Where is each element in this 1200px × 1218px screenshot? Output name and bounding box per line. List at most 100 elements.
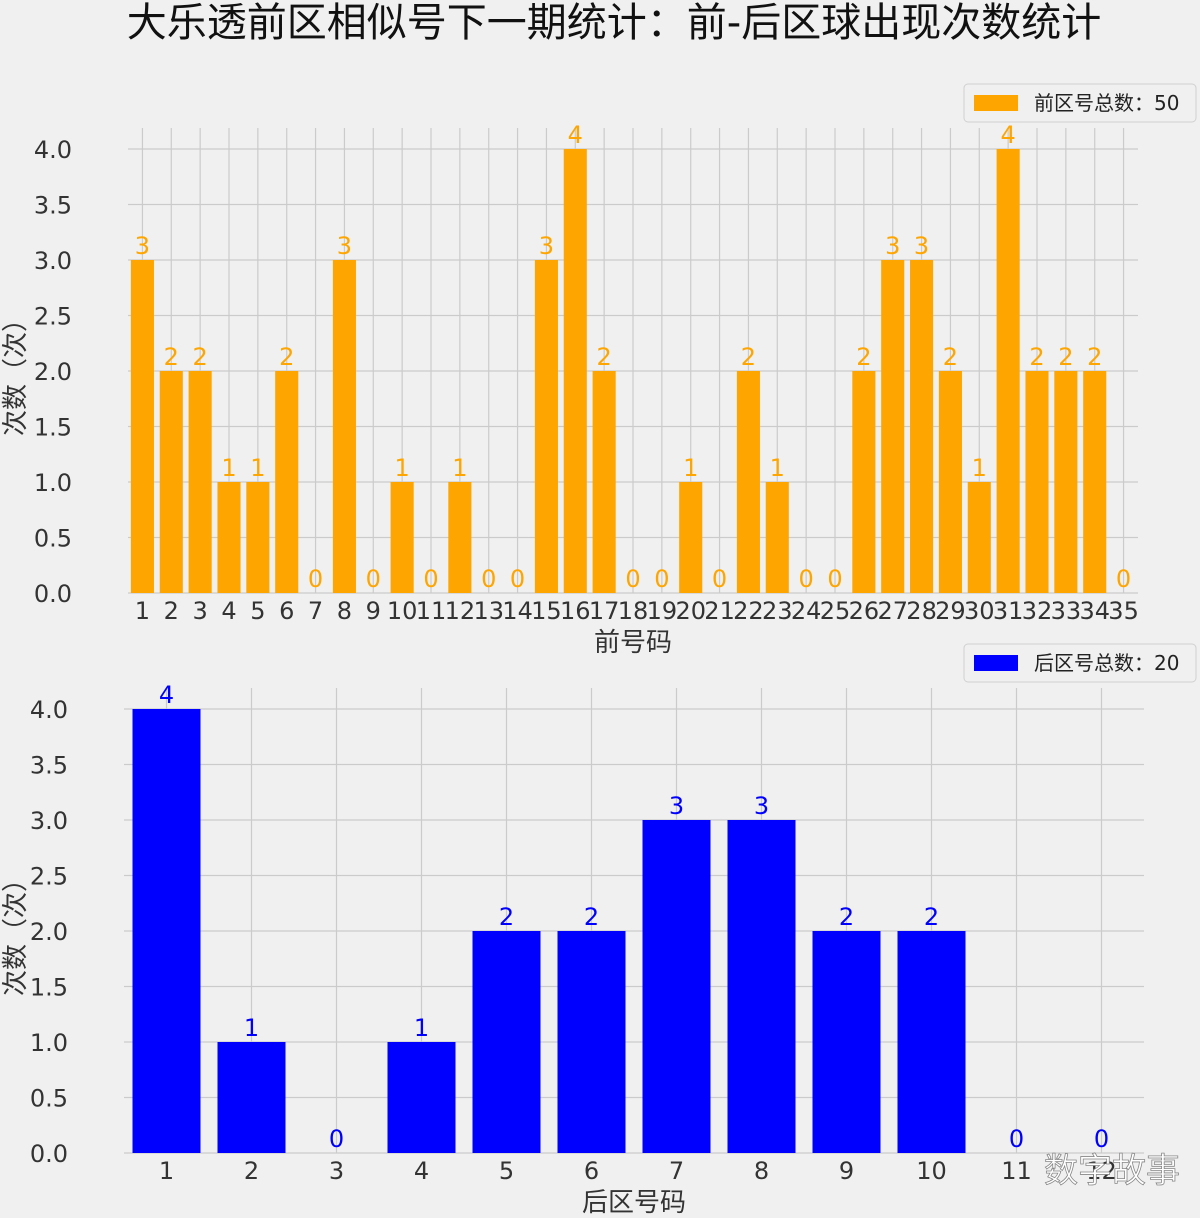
chart1-data-label: 1 bbox=[770, 454, 785, 482]
chart1-bar bbox=[159, 371, 183, 593]
chart2-bar bbox=[642, 820, 711, 1153]
front-zone-chart: 0.00.51.01.52.02.53.03.54.03122231415260… bbox=[1, 83, 1197, 658]
chart1-xtick-label: 29 bbox=[935, 597, 966, 625]
chart1-xtick-label: 6 bbox=[279, 597, 294, 625]
chart2-data-label: 2 bbox=[839, 903, 854, 931]
chart1-xtick-label: 15 bbox=[531, 597, 562, 625]
chart1-data-label: 2 bbox=[597, 343, 612, 371]
chart1-data-label: 1 bbox=[972, 454, 987, 482]
chart1-data-label: 0 bbox=[308, 565, 323, 593]
chart1-data-label: 2 bbox=[1058, 343, 1073, 371]
chart1-data-label: 2 bbox=[1029, 343, 1044, 371]
chart1-bar bbox=[852, 371, 876, 593]
chart1-xtick-label: 32 bbox=[1022, 597, 1053, 625]
chart1-data-label: 0 bbox=[510, 565, 525, 593]
chart2-xtick-label: 2 bbox=[244, 1157, 259, 1185]
chart1-data-label: 3 bbox=[914, 232, 929, 260]
chart1-ytick-label: 1.0 bbox=[34, 469, 72, 497]
chart1-ylabel: 次数（次） bbox=[1, 306, 31, 436]
chart1-legend: 前区号总数：50 bbox=[963, 83, 1197, 123]
chart2-xtick-label: 12 bbox=[1086, 1157, 1117, 1185]
chart1-bar bbox=[130, 260, 154, 593]
chart2-xtick-label: 3 bbox=[329, 1157, 344, 1185]
chart1-xtick-label: 19 bbox=[647, 597, 678, 625]
chart1-xtick-label: 9 bbox=[366, 597, 381, 625]
chart1-xtick-label: 8 bbox=[337, 597, 352, 625]
chart2-ytick-label: 3.0 bbox=[30, 807, 68, 835]
chart1-ytick-label: 4.0 bbox=[34, 136, 72, 164]
chart2-bar bbox=[472, 931, 541, 1153]
chart1-data-label: 1 bbox=[683, 454, 698, 482]
chart1-xtick-label: 24 bbox=[791, 597, 822, 625]
chart1-xtick-label: 16 bbox=[560, 597, 591, 625]
chart1-bar bbox=[881, 260, 905, 593]
chart2-bar bbox=[897, 931, 966, 1153]
chart1-xtick-label: 5 bbox=[250, 597, 265, 625]
chart1-xlabel: 前号码 bbox=[594, 628, 672, 658]
chart1-ytick-label: 0.5 bbox=[34, 525, 72, 553]
chart1-xtick-label: 1 bbox=[135, 597, 150, 625]
chart1-xtick-label: 18 bbox=[618, 597, 649, 625]
chart1-bar bbox=[534, 260, 558, 593]
chart2-xtick-label: 10 bbox=[916, 1157, 947, 1185]
chart2-bar bbox=[132, 709, 201, 1153]
chart1-data-label: 2 bbox=[856, 343, 871, 371]
chart1-ytick-label: 0.0 bbox=[34, 580, 72, 608]
chart2-xtick-label: 1 bbox=[159, 1157, 174, 1185]
chart1-xtick-label: 14 bbox=[502, 597, 533, 625]
chart2-data-label: 1 bbox=[414, 1014, 429, 1042]
chart1-bar bbox=[1025, 371, 1049, 593]
chart1-data-label: 2 bbox=[943, 343, 958, 371]
chart1-legend-label: 前区号总数：50 bbox=[1034, 91, 1179, 115]
chart1-ytick-label: 1.5 bbox=[34, 414, 72, 442]
chart2-legend-swatch bbox=[974, 655, 1018, 671]
chart1-data-label: 0 bbox=[481, 565, 496, 593]
chart1-bar bbox=[332, 260, 356, 593]
chart1-legend-swatch bbox=[974, 95, 1018, 111]
chart1-xtick-label: 10 bbox=[387, 597, 418, 625]
chart2-xtick-label: 11 bbox=[1001, 1157, 1032, 1185]
chart2-bar bbox=[557, 931, 626, 1153]
chart1-bar bbox=[390, 482, 414, 593]
chart1-xtick-label: 27 bbox=[877, 597, 908, 625]
chart1-data-label: 1 bbox=[395, 454, 410, 482]
chart2-xtick-label: 4 bbox=[414, 1157, 429, 1185]
chart2-data-label: 0 bbox=[1094, 1125, 1109, 1153]
chart1-xtick-label: 17 bbox=[589, 597, 620, 625]
chart2-data-label: 0 bbox=[1009, 1125, 1024, 1153]
chart2-ytick-label: 1.5 bbox=[30, 974, 68, 1002]
chart1-xtick-label: 34 bbox=[1079, 597, 1110, 625]
chart2-ylabel: 次数（次） bbox=[1, 866, 31, 996]
chart1-data-label: 0 bbox=[654, 565, 669, 593]
chart1-data-label: 3 bbox=[337, 232, 352, 260]
chart2-bar bbox=[812, 931, 881, 1153]
chart1-data-label: 0 bbox=[1116, 565, 1131, 593]
chart1-xtick-label: 4 bbox=[221, 597, 236, 625]
chart1-data-label: 2 bbox=[279, 343, 294, 371]
chart1-ytick-label: 3.5 bbox=[34, 192, 72, 220]
chart2-legend-box bbox=[963, 643, 1197, 683]
chart1-data-label: 1 bbox=[221, 454, 236, 482]
chart1-bar bbox=[592, 371, 616, 593]
chart1-bar bbox=[246, 482, 270, 593]
chart2-legend: 后区号总数：20 bbox=[963, 643, 1197, 683]
watermark: 数字故事 bbox=[1044, 1151, 1180, 1191]
chart2-data-label: 3 bbox=[754, 792, 769, 820]
chart1-bar bbox=[996, 149, 1020, 593]
chart1-data-label: 0 bbox=[625, 565, 640, 593]
chart1-xtick-label: 13 bbox=[473, 597, 504, 625]
chart1-xtick-label: 31 bbox=[993, 597, 1024, 625]
chart1-data-label: 2 bbox=[741, 343, 756, 371]
chart2-legend-label: 后区号总数：20 bbox=[1034, 651, 1179, 675]
chart1-data-label: 0 bbox=[827, 565, 842, 593]
chart1-bar bbox=[275, 371, 299, 593]
chart2-xtick-label: 5 bbox=[499, 1157, 514, 1185]
chart1-xtick-label: 21 bbox=[704, 597, 735, 625]
chart1-xtick-label: 35 bbox=[1108, 597, 1139, 625]
chart1-xtick-label: 7 bbox=[308, 597, 323, 625]
chart1-data-label: 2 bbox=[1087, 343, 1102, 371]
chart1-xtick-label: 30 bbox=[964, 597, 995, 625]
chart1-bar bbox=[910, 260, 934, 593]
